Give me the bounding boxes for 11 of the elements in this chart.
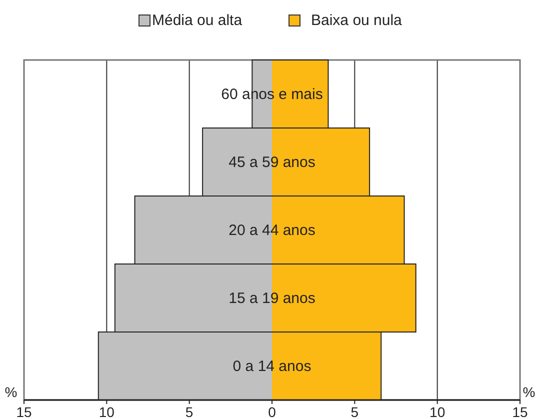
x-tick-label: 5 <box>185 404 194 419</box>
x-tick-label: 10 <box>430 404 446 419</box>
x-tick-label: 15 <box>16 404 32 419</box>
x-tick-label: 5 <box>350 404 359 419</box>
x-tick-label: 0 <box>268 404 276 419</box>
text: % <box>4 384 18 400</box>
legend-label: Baixa ou nula <box>311 12 403 29</box>
x-tick-label: 10 <box>98 404 115 419</box>
x-axis-title: % <box>522 384 536 400</box>
legend-label: Média ou alta <box>152 12 243 29</box>
x-tick-label: 15 <box>512 404 528 419</box>
